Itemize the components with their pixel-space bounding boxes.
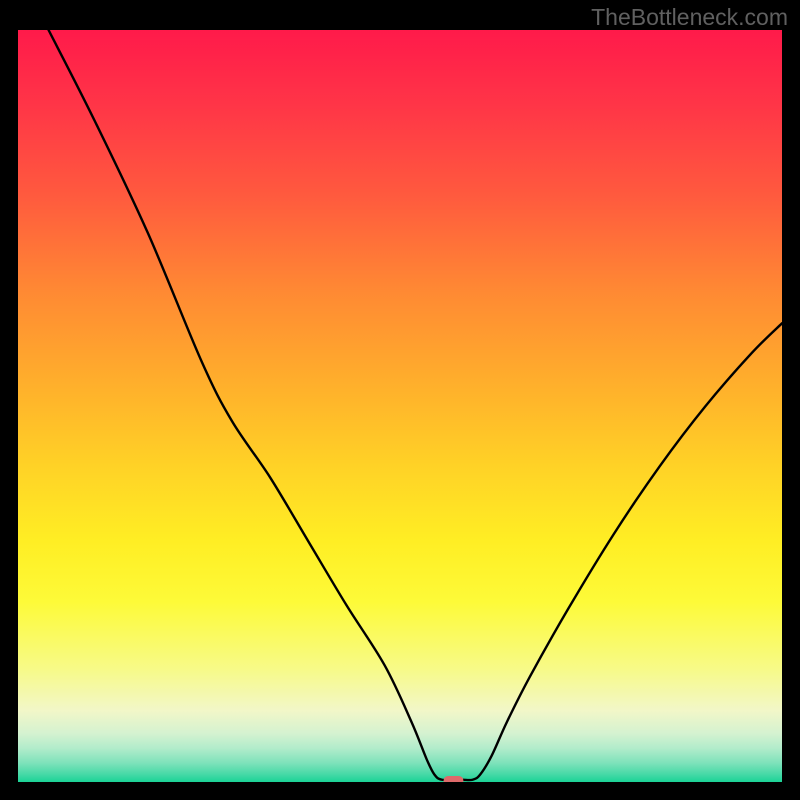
watermark-text: TheBottleneck.com [591,4,788,31]
plot-area [18,30,782,782]
chart-background [18,30,782,782]
chart-svg [18,30,782,782]
chart-frame: TheBottleneck.com [0,0,800,800]
optimal-marker [444,776,464,782]
